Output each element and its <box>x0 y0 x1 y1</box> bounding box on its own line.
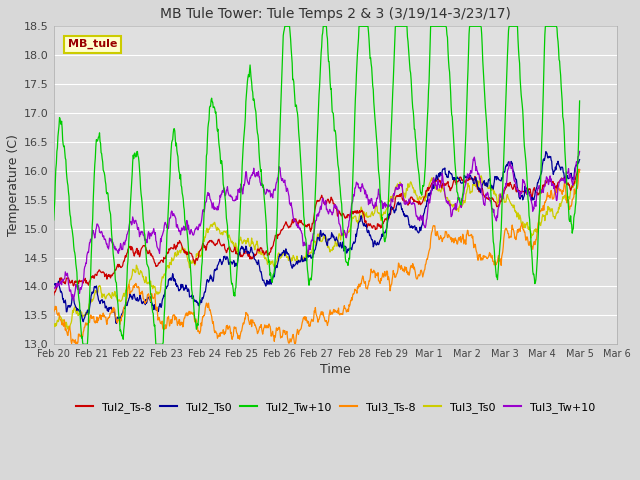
Tul2_Ts0 <box>470 181 477 187</box>
Tul3_Ts0 <box>66 326 74 332</box>
Tul2_Ts0 <box>576 157 584 163</box>
Tul3_Tw+10 <box>282 183 290 189</box>
Tul2_Ts-8 <box>262 248 270 253</box>
Tul2_Tw+10 <box>281 24 289 29</box>
Tul2_Tw+10 <box>79 341 87 347</box>
Tul2_Ts0 <box>50 282 58 288</box>
Tul3_Ts-8 <box>470 245 477 251</box>
Legend: Tul2_Ts-8, Tul2_Ts0, Tul2_Tw+10, Tul3_Ts-8, Tul3_Ts0, Tul3_Tw+10: Tul2_Ts-8, Tul2_Ts0, Tul2_Tw+10, Tul3_Ts… <box>72 397 599 417</box>
Tul3_Ts-8 <box>104 315 112 321</box>
Line: Tul3_Ts0: Tul3_Ts0 <box>54 171 580 329</box>
Tul3_Ts-8 <box>412 270 419 276</box>
Tul2_Tw+10 <box>576 98 584 104</box>
Tul2_Ts-8 <box>469 178 477 184</box>
Tul3_Ts-8 <box>50 309 58 315</box>
Tul3_Ts-8 <box>72 341 79 347</box>
Tul2_Tw+10 <box>470 24 478 29</box>
Tul3_Ts-8 <box>575 167 583 172</box>
Tul2_Ts-8 <box>576 167 584 173</box>
Line: Tul3_Ts-8: Tul3_Ts-8 <box>54 169 580 344</box>
Tul3_Tw+10 <box>460 185 468 191</box>
Tul2_Ts-8 <box>282 221 289 227</box>
Tul3_Ts0 <box>50 321 58 326</box>
Tul2_Tw+10 <box>282 24 290 29</box>
Tul3_Ts0 <box>576 169 584 175</box>
Tul3_Tw+10 <box>412 206 419 212</box>
Text: MB_tule: MB_tule <box>68 39 117 49</box>
Line: Tul2_Ts-8: Tul2_Ts-8 <box>54 169 580 295</box>
Tul3_Ts0 <box>575 168 583 174</box>
Tul2_Ts0 <box>542 149 550 155</box>
Tul2_Ts0 <box>104 308 111 314</box>
Tul2_Ts-8 <box>50 292 58 298</box>
Tul3_Tw+10 <box>576 148 584 154</box>
Tul3_Ts0 <box>470 181 477 187</box>
Tul3_Ts-8 <box>576 168 584 173</box>
Tul2_Ts-8 <box>104 273 111 278</box>
Tul3_Tw+10 <box>50 285 58 290</box>
Tul3_Ts0 <box>104 292 112 298</box>
Tul3_Ts-8 <box>460 239 468 244</box>
Tul2_Tw+10 <box>50 217 58 223</box>
Tul3_Ts0 <box>412 189 419 194</box>
Tul3_Tw+10 <box>470 157 477 163</box>
Tul3_Tw+10 <box>69 297 77 303</box>
Tul3_Ts-8 <box>282 331 290 337</box>
Tul2_Tw+10 <box>104 191 112 196</box>
Tul2_Tw+10 <box>263 239 271 245</box>
Tul2_Ts-8 <box>575 167 583 172</box>
Tul2_Ts0 <box>282 246 290 252</box>
Tul2_Tw+10 <box>461 153 468 159</box>
Tul3_Ts0 <box>282 251 290 256</box>
Tul2_Ts0 <box>460 172 468 178</box>
Y-axis label: Temperature (C): Temperature (C) <box>7 134 20 236</box>
Line: Tul3_Tw+10: Tul3_Tw+10 <box>54 151 580 300</box>
Tul3_Ts0 <box>460 199 468 205</box>
Tul2_Ts0 <box>412 227 419 233</box>
Tul2_Ts0 <box>263 277 271 283</box>
Tul2_Ts-8 <box>460 177 468 183</box>
Tul3_Ts0 <box>263 257 271 263</box>
X-axis label: Time: Time <box>320 363 351 376</box>
Line: Tul2_Ts0: Tul2_Ts0 <box>54 152 580 324</box>
Tul2_Ts0 <box>113 321 120 326</box>
Tul3_Ts-8 <box>263 323 271 328</box>
Line: Tul2_Tw+10: Tul2_Tw+10 <box>54 26 580 344</box>
Title: MB Tule Tower: Tule Temps 2 & 3 (3/19/14-3/23/17): MB Tule Tower: Tule Temps 2 & 3 (3/19/14… <box>160 7 511 21</box>
Tul2_Ts-8 <box>411 198 419 204</box>
Tul2_Tw+10 <box>412 139 420 144</box>
Tul3_Tw+10 <box>263 186 271 192</box>
Tul3_Tw+10 <box>104 243 112 249</box>
